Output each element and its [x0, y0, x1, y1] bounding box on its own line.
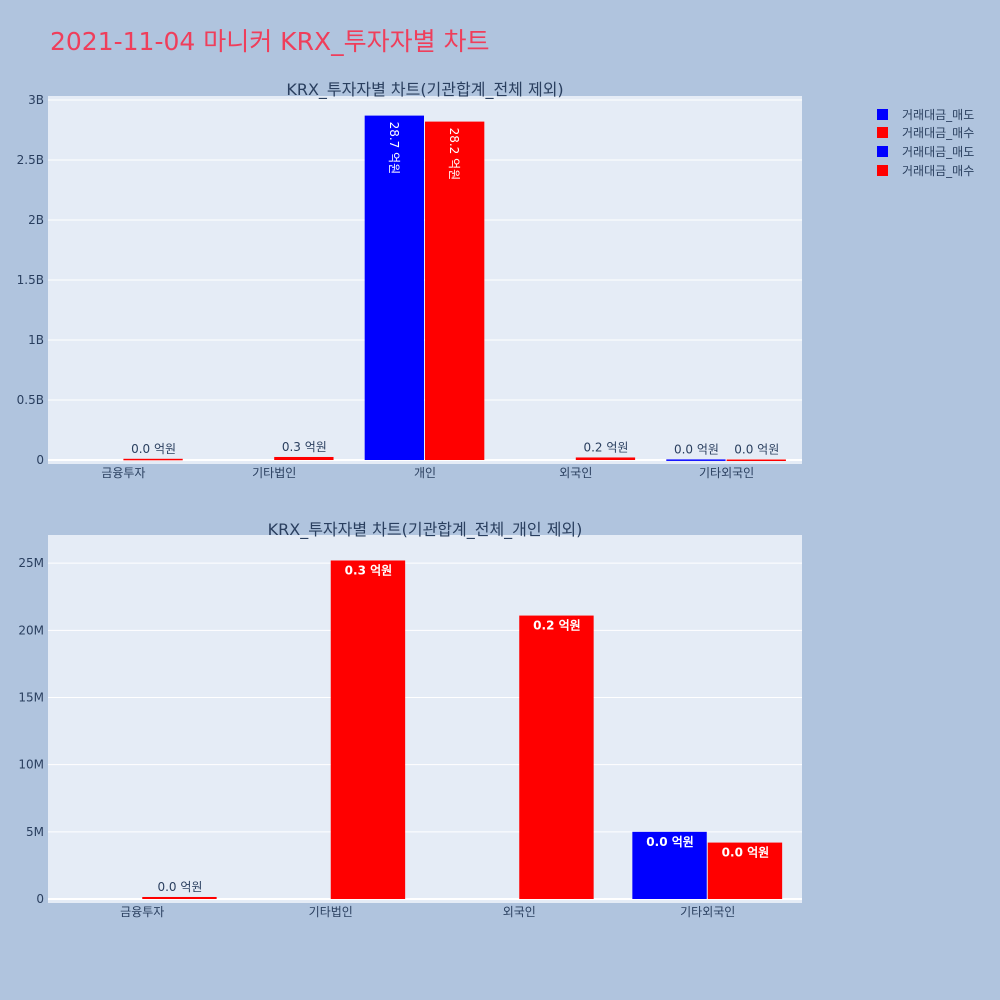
bar[interactable] — [726, 459, 786, 461]
bar-value-label: 0.2 억원 — [583, 440, 628, 454]
bar[interactable] — [364, 115, 424, 460]
x-tick-label: 기타법인 — [252, 466, 296, 480]
bar[interactable] — [519, 615, 594, 899]
bar[interactable] — [274, 456, 334, 460]
y-tick-label: 1.5B — [17, 273, 44, 287]
x-tick-label: 개인 — [414, 466, 436, 480]
y-tick-label: 15M — [18, 691, 44, 705]
legend-item[interactable]: 거래대금_매수 — [877, 126, 974, 140]
y-tick-label: 0.5B — [17, 393, 44, 407]
y-tick-label: 2B — [28, 213, 44, 227]
legend-swatch — [877, 165, 888, 176]
top-y-axis: 0 0.5B 1B 1.5B 2B 2.5B 3B — [17, 93, 44, 467]
bar[interactable] — [330, 560, 406, 899]
page-title: 2021-11-04 마니커 KRX_투자자별 차트 — [50, 27, 490, 56]
bar-value-label: 0.2 억원 — [533, 619, 581, 633]
bar-value-label: 0.0 억원 — [674, 442, 719, 456]
bar[interactable] — [666, 459, 726, 461]
y-tick-label: 20M — [18, 623, 44, 637]
bar-value-label: 28.2 억원 — [447, 128, 461, 181]
bottom-bars: 0.0 억원 0.3 억원 0.2 억원 0.0 억원 0.0 억원 — [142, 560, 783, 899]
x-tick-label: 기타법인 — [309, 905, 353, 919]
bar[interactable] — [123, 458, 183, 461]
bar-value-label: 0.3 억원 — [282, 440, 327, 454]
legend-label: 거래대금_매도 — [902, 108, 974, 122]
x-tick-label: 외국인 — [503, 905, 536, 919]
legend-swatch — [877, 127, 888, 138]
bar-value-label: 28.7 억원 — [387, 122, 401, 175]
top-bars: 0.0 억원 0.3 억원 28.7 억원 28.2 억원 0.2 억원 0.0 억원 0.… — [123, 115, 786, 461]
bar[interactable] — [575, 457, 636, 460]
bar[interactable] — [425, 121, 485, 460]
bar[interactable] — [632, 831, 707, 899]
x-tick-label: 금융투자 — [101, 466, 145, 480]
y-tick-label: 25M — [18, 556, 44, 570]
y-tick-label: 2.5B — [17, 153, 44, 167]
legend-item[interactable]: 거래대금_매도 — [877, 108, 974, 122]
y-tick-label: 3B — [28, 93, 44, 107]
bar-value-label: 0.0 억원 — [646, 835, 694, 849]
x-tick-label: 외국인 — [559, 466, 592, 480]
legend-label: 거래대금_매수 — [902, 126, 974, 140]
y-tick-label: 0 — [36, 892, 44, 906]
legend-swatch — [877, 146, 888, 157]
y-tick-label: 5M — [26, 825, 44, 839]
bar-value-label: 0.0 억원 — [131, 442, 176, 456]
y-tick-label: 1B — [28, 333, 44, 347]
bar-value-label: 0.0 억원 — [722, 846, 770, 860]
top-x-axis: 금융투자 기타법인 개인 외국인 기타외국인 — [101, 466, 754, 480]
bottom-chart-title: KRX_투자자별 차트(기관합계_전체_개인 제외) — [268, 520, 583, 540]
bottom-y-axis: 0 5M 10M 15M 20M 25M — [18, 556, 44, 906]
legend[interactable]: 거래대금_매도 거래대금_매수 거래대금_매도 거래대금_매수 — [877, 108, 974, 178]
top-chart: 0.0 억원 0.3 억원 28.7 억원 28.2 억원 0.2 억원 0.0 억원 0.… — [17, 80, 802, 480]
legend-label: 거래대금_매수 — [902, 164, 974, 178]
y-tick-label: 0 — [36, 453, 44, 467]
legend-item[interactable]: 거래대금_매도 — [877, 145, 974, 159]
bar-value-label: 0.3 억원 — [345, 563, 393, 577]
bar[interactable] — [142, 896, 217, 899]
bottom-chart: 0.0 억원 0.3 억원 0.2 억원 0.0 억원 0.0 억원 0 5M 10M 15M… — [18, 520, 802, 919]
bar-value-label: 0.0 억원 — [157, 880, 202, 894]
x-tick-label: 기타외국인 — [699, 466, 754, 480]
bar[interactable] — [707, 842, 783, 899]
legend-swatch — [877, 109, 888, 120]
bottom-x-axis: 금융투자 기타법인 외국인 기타외국인 — [120, 905, 735, 919]
x-tick-label: 금융투자 — [120, 905, 164, 919]
top-chart-title: KRX_투자자별 차트(기관합계_전체 제외) — [286, 80, 563, 100]
bar-value-label: 0.0 억원 — [734, 442, 779, 456]
y-tick-label: 10M — [18, 758, 44, 772]
x-tick-label: 기타외국인 — [680, 905, 735, 919]
legend-item[interactable]: 거래대금_매수 — [877, 164, 974, 178]
legend-label: 거래대금_매도 — [902, 145, 974, 159]
